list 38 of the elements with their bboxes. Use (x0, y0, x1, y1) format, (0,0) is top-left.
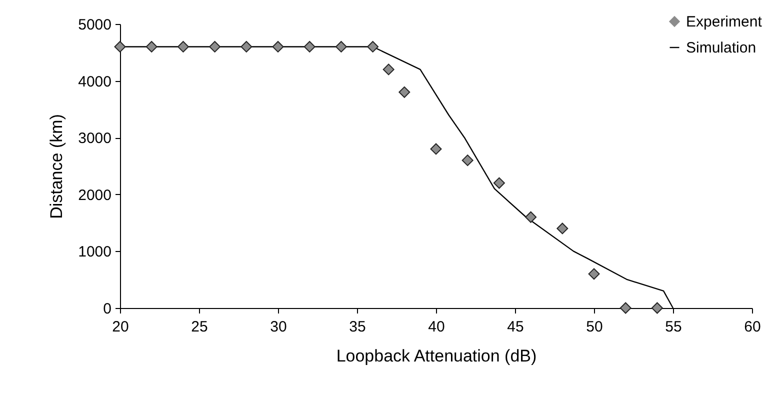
point (335, 40, 347, 52)
point (272, 40, 284, 52)
y-tick-label: 5000 (78, 16, 112, 34)
point (620, 302, 632, 314)
x-tick-label: 30 (270, 318, 287, 336)
point (304, 40, 316, 52)
x-tick-label: 20 (112, 318, 129, 336)
y-tick-label: 4000 (78, 73, 112, 90)
x-tick-label: 55 (665, 318, 682, 336)
x-axis-title: Loopback Attenuation (dB) (336, 346, 537, 366)
x-tick-label: 25 (191, 318, 208, 336)
point (177, 40, 189, 52)
point (651, 302, 663, 314)
point (146, 40, 158, 52)
point (367, 40, 379, 52)
point (462, 154, 474, 166)
point (493, 177, 505, 189)
point (209, 40, 221, 52)
x-tick-label: 60 (744, 318, 761, 336)
point (430, 143, 442, 155)
legend-label: Experiment (686, 14, 763, 30)
point (525, 211, 537, 223)
point (588, 268, 600, 280)
y-tick-label: 1000 (78, 244, 112, 261)
x-tick-label: 50 (586, 318, 603, 336)
y-tick-label: 2000 (78, 186, 112, 204)
y-tick-label: 0 (103, 300, 112, 318)
y-tick-label: 3000 (78, 130, 112, 148)
point (398, 86, 410, 98)
x-tick-label: 40 (428, 318, 445, 336)
point (114, 40, 126, 52)
x-tick-label: 35 (349, 318, 366, 336)
legend-label: Simulation (686, 40, 756, 56)
x-tick-label: 45 (507, 318, 524, 336)
point (240, 40, 252, 52)
point (382, 64, 394, 76)
point (556, 222, 568, 234)
y-axis-title: Distance (km) (47, 114, 66, 219)
